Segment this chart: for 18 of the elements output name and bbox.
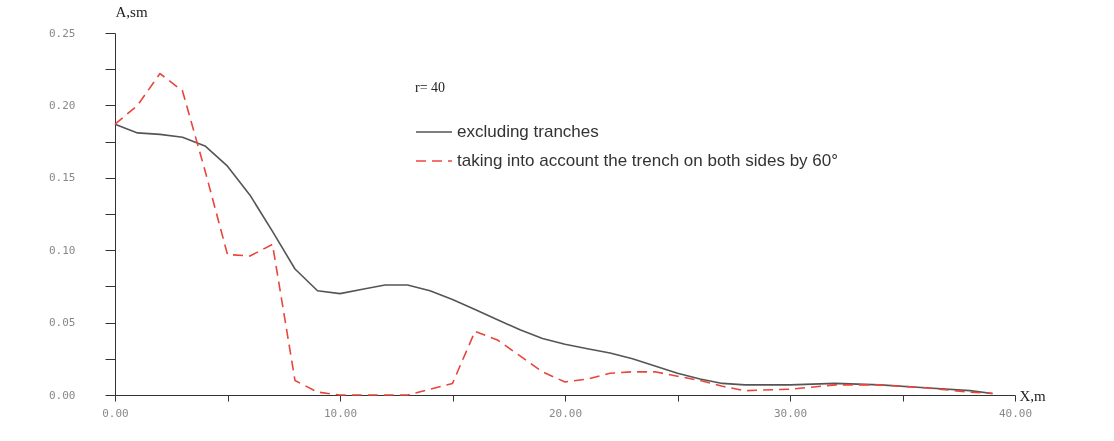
x-tick-label: 30.00 — [773, 406, 808, 420]
y-tick-label: 0.25 — [49, 26, 76, 40]
y-tick-label: 0.15 — [49, 171, 76, 185]
line-series — [114, 72, 994, 396]
x-axis-title: X,m — [1019, 387, 1047, 404]
x-tick-label: 20.00 — [548, 406, 583, 420]
y-tick-label: 0.00 — [49, 388, 76, 402]
x-tick-label: 40.00 — [998, 406, 1033, 420]
y-axis-title: A,sm — [115, 3, 148, 20]
legend-label: taking into account the trench on both sides by 60° — [457, 151, 839, 170]
annotation: r= 40 — [415, 80, 446, 95]
y-tick-label: 0.10 — [49, 243, 76, 257]
y-tick-label: 0.20 — [49, 98, 76, 112]
y-tick-label: 0.05 — [49, 316, 76, 330]
x-tick-label: 10.00 — [323, 406, 358, 420]
line-series — [114, 123, 994, 395]
x-tick-label: 0.00 — [102, 406, 129, 420]
legend-label: excluding tranches — [457, 122, 599, 141]
